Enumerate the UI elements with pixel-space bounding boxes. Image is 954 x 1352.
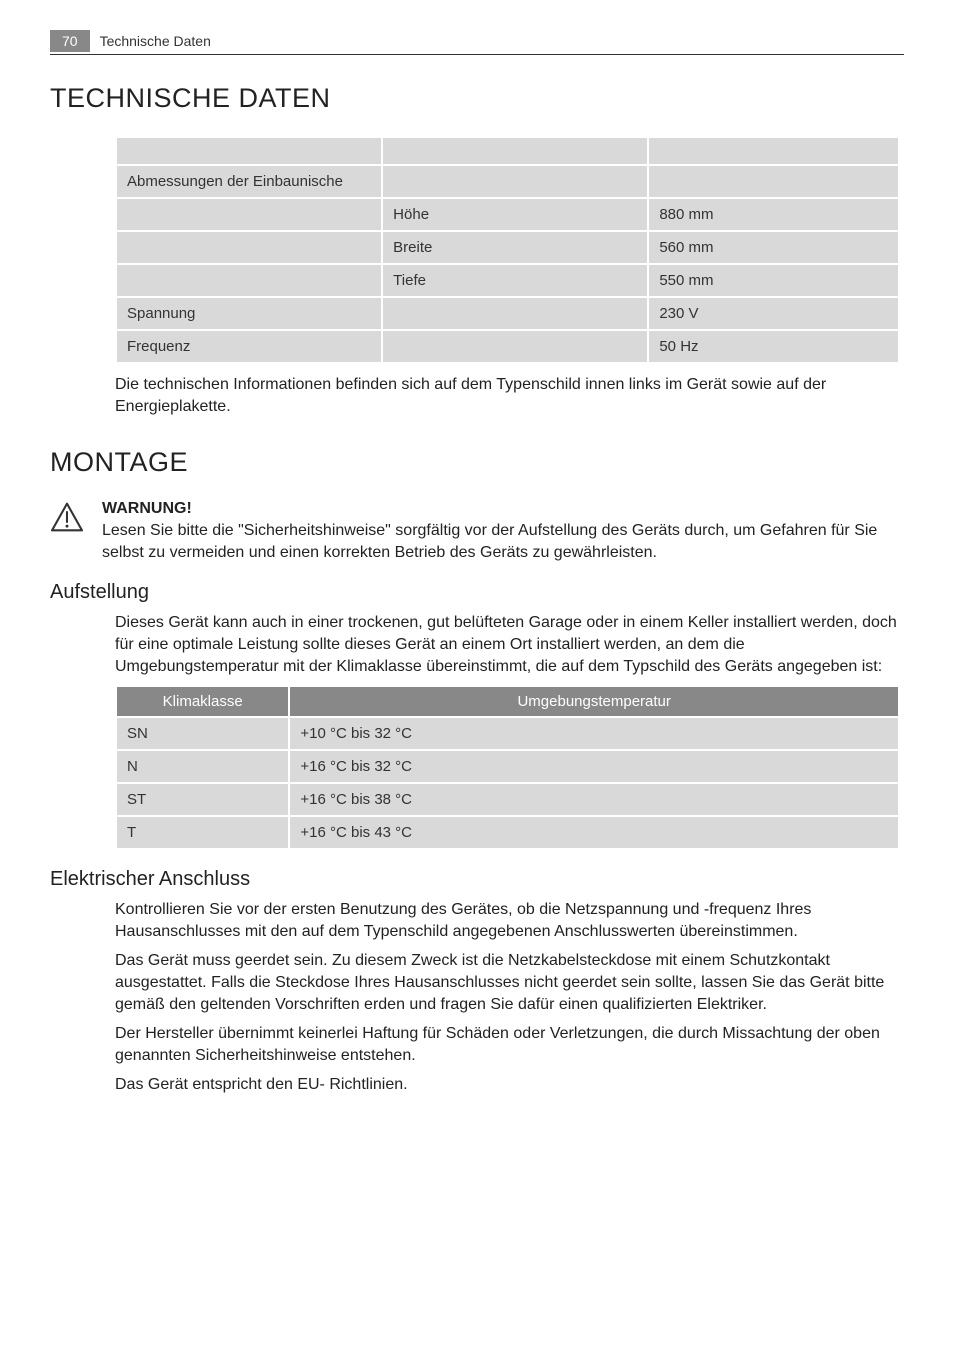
table-cell: Tiefe	[383, 265, 647, 296]
elektrisch-p4: Das Gerät entspricht den EU- Richtlinien…	[115, 1074, 904, 1096]
table-row: Tiefe 550 mm	[117, 265, 898, 296]
table-row: N +16 °C bis 32 °C	[117, 751, 898, 782]
table-row	[117, 138, 898, 164]
table-row: SN +10 °C bis 32 °C	[117, 718, 898, 749]
page-number: 70	[50, 30, 90, 52]
table-cell: 230 V	[649, 298, 898, 329]
warning-block: WARNUNG! Lesen Sie bitte die "Sicherheit…	[50, 500, 904, 563]
table-cell: T	[117, 817, 288, 848]
table-cell: 880 mm	[649, 199, 898, 230]
tech-note: Die technischen Informationen befinden s…	[115, 374, 904, 417]
table-row: Frequenz 50 Hz	[117, 331, 898, 362]
table-cell: +16 °C bis 32 °C	[290, 751, 898, 782]
aufstellung-text: Dieses Gerät kann auch in einer trockene…	[115, 612, 904, 677]
table-row: Abmessungen der Einbaunische	[117, 166, 898, 197]
warning-body: Lesen Sie bitte die "Sicherheitshinweise…	[102, 520, 904, 563]
heading-aufstellung: Aufstellung	[50, 581, 904, 604]
table-cell	[117, 232, 381, 263]
table-cell: N	[117, 751, 288, 782]
table-cell	[117, 265, 381, 296]
heading-montage: MONTAGE	[50, 447, 904, 478]
table-cell	[117, 199, 381, 230]
table-cell: SN	[117, 718, 288, 749]
table-cell: 560 mm	[649, 232, 898, 263]
table-header: Klimaklasse	[117, 687, 288, 716]
elektrisch-p2: Das Gerät muss geerdet sein. Zu diesem Z…	[115, 950, 904, 1015]
heading-elektrischer-anschluss: Elektrischer Anschluss	[50, 868, 904, 891]
table-row: Höhe 880 mm	[117, 199, 898, 230]
table-cell: ST	[117, 784, 288, 815]
climate-class-table: Klimaklasse Umgebungstemperatur SN +10 °…	[115, 685, 900, 850]
warning-icon	[50, 502, 84, 537]
table-header: Umgebungstemperatur	[290, 687, 898, 716]
table-cell: Breite	[383, 232, 647, 263]
warning-title: WARNUNG!	[102, 500, 904, 518]
table-header-row: Klimaklasse Umgebungstemperatur	[117, 687, 898, 716]
table-row: Breite 560 mm	[117, 232, 898, 263]
elektrisch-p1: Kontrollieren Sie vor der ersten Benutzu…	[115, 899, 904, 942]
table-cell: Spannung	[117, 298, 381, 329]
table-cell	[117, 138, 381, 164]
table-cell: 50 Hz	[649, 331, 898, 362]
table-cell	[649, 166, 898, 197]
table-cell: +10 °C bis 32 °C	[290, 718, 898, 749]
tech-data-table: Abmessungen der Einbaunische Höhe 880 mm…	[115, 136, 900, 364]
table-cell: Höhe	[383, 199, 647, 230]
table-cell	[383, 298, 647, 329]
table-cell	[383, 166, 647, 197]
table-cell	[383, 331, 647, 362]
table-row: ST +16 °C bis 38 °C	[117, 784, 898, 815]
elektrisch-p3: Der Hersteller übernimmt keinerlei Haftu…	[115, 1023, 904, 1066]
table-cell: +16 °C bis 38 °C	[290, 784, 898, 815]
table-cell: 550 mm	[649, 265, 898, 296]
table-row: T +16 °C bis 43 °C	[117, 817, 898, 848]
page-header: 70 Technische Daten	[50, 30, 904, 55]
heading-technische-daten: TECHNISCHE DATEN	[50, 83, 904, 114]
table-cell: +16 °C bis 43 °C	[290, 817, 898, 848]
table-cell: Frequenz	[117, 331, 381, 362]
table-row: Spannung 230 V	[117, 298, 898, 329]
table-cell	[649, 138, 898, 164]
table-cell	[383, 138, 647, 164]
table-cell: Abmessungen der Einbaunische	[117, 166, 381, 197]
header-section-title: Technische Daten	[100, 33, 211, 49]
